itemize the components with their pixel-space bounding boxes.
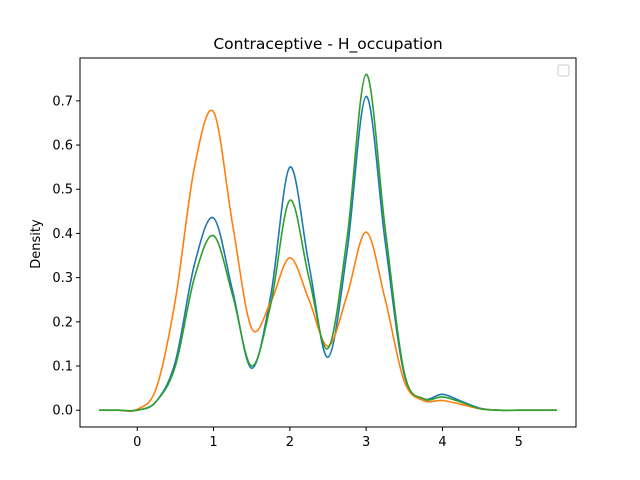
x-tick-label: 1: [209, 435, 217, 450]
x-tick-label: 4: [438, 435, 446, 450]
y-tick-label: 0.3: [52, 271, 73, 286]
y-tick-label: 0.1: [52, 360, 73, 375]
density-line-series-3: [99, 73, 557, 412]
chart-title: Contraceptive - H_occupation: [213, 35, 442, 54]
y-tick-label: 0.2: [52, 315, 73, 330]
y-axis-label: Density: [29, 219, 44, 269]
legend-box: [557, 64, 570, 77]
y-tick-label: 0.6: [52, 139, 73, 154]
y-tick-label: 0.0: [52, 404, 73, 419]
y-tick-label: 0.5: [52, 183, 73, 198]
y-tick-label: 0.4: [52, 227, 73, 242]
y-axis-ticks: 0.0 0.1 0.2 0.3 0.4 0.5 0.6 0.7: [52, 94, 80, 419]
x-tick-label: 3: [362, 435, 370, 450]
x-tick-label: 2: [286, 435, 294, 450]
y-tick-label: 0.7: [52, 94, 73, 109]
x-axis-ticks: 0 1 2 3 4 5: [133, 427, 523, 450]
plot-frame: [79, 57, 577, 428]
plot-lines: [99, 73, 557, 412]
x-tick-label: 5: [515, 435, 523, 450]
x-tick-label: 0: [133, 435, 141, 450]
